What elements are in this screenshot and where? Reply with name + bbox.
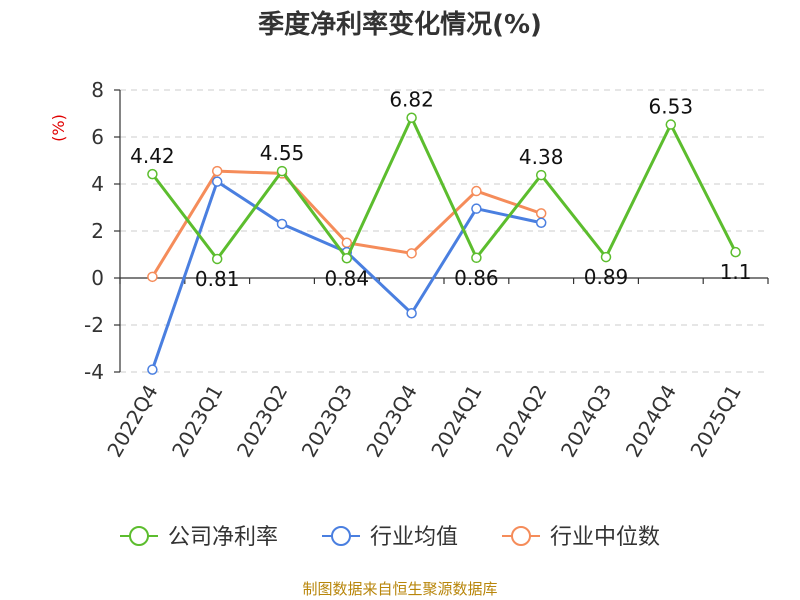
y-tick-label: 8: [91, 78, 104, 102]
legend-item-2: 行业中位数: [502, 525, 660, 550]
x-tick-label: 2023Q1: [167, 381, 227, 462]
data-point: [406, 112, 417, 123]
data-point: [471, 203, 482, 214]
x-tick-label: 2023Q4: [361, 381, 421, 462]
data-point: [471, 252, 482, 264]
data-point: [211, 253, 223, 265]
data-label: 4.55: [260, 141, 305, 165]
data-point: [665, 119, 677, 130]
series-0: [147, 112, 741, 265]
data-point: [147, 168, 158, 180]
x-tick-label: 2024Q2: [491, 381, 551, 462]
data-point: [211, 176, 223, 187]
data-labels: 4.42 0.81 4.55 0.84 6.82 0.86 4.38 0.89 6.53 1.1: [130, 88, 751, 291]
data-label: 0.89: [584, 265, 629, 289]
legend-item-0: 公司净利率: [120, 525, 278, 550]
x-tick-label: 2024Q3: [556, 381, 616, 462]
data-point: [211, 165, 223, 177]
data-label: 0.84: [325, 266, 370, 290]
legend-item-1: 行业均值: [322, 525, 458, 550]
legend-label: 公司净利率: [168, 525, 278, 550]
data-label: 1.1: [720, 260, 752, 284]
source-note: 制图数据来自恒生聚源数据库: [302, 580, 498, 598]
y-tick-label: 4: [91, 172, 104, 196]
x-tick-label: 2024Q1: [426, 381, 486, 462]
x-tick-label: 2023Q3: [297, 381, 357, 462]
legend-label: 行业中位数: [550, 525, 660, 550]
data-point: [471, 185, 482, 197]
y-tick-label: -4: [84, 360, 104, 384]
data-point: [341, 253, 353, 264]
data-point: [276, 165, 288, 177]
y-tick-label: -2: [84, 313, 104, 337]
chart-title: 季度净利率变化情况(%): [258, 10, 542, 40]
y-tick-label: 0: [91, 266, 104, 290]
series-1: [147, 176, 547, 375]
legend-label: 行业均值: [370, 525, 458, 550]
legend-marker: [511, 526, 531, 546]
x-tick-label: 2025Q1: [685, 381, 745, 462]
data-point: [535, 169, 547, 181]
legend-marker: [129, 526, 149, 546]
data-point: [730, 246, 741, 258]
data-label: 6.82: [389, 88, 434, 112]
data-point: [535, 208, 547, 219]
series: [147, 112, 741, 375]
y-tick-label: 6: [91, 125, 104, 149]
data-label: 6.53: [649, 95, 694, 119]
data-point: [406, 248, 417, 259]
data-point: [147, 271, 158, 283]
data-label: 4.42: [130, 144, 175, 168]
y-axis-unit-label: (%): [49, 114, 68, 142]
data-label: 0.86: [454, 266, 499, 290]
x-tick-label: 2023Q2: [232, 381, 292, 462]
legend-marker: [331, 526, 351, 546]
data-label: 4.38: [519, 145, 564, 169]
x-tick-label: 2024Q4: [621, 381, 681, 462]
data-point: [276, 218, 288, 230]
legend: 公司净利率 行业均值 行业中位数: [120, 525, 660, 550]
data-point: [406, 308, 417, 319]
data-point: [147, 364, 158, 375]
data-point: [341, 237, 353, 248]
data-label: 0.81: [195, 267, 240, 291]
x-tick-label: 2022Q4: [102, 381, 162, 462]
data-point: [535, 217, 547, 229]
data-point: [600, 251, 612, 263]
series-line: [151, 116, 737, 261]
y-tick-label: 2: [91, 219, 104, 243]
grid-lines: [120, 89, 768, 373]
